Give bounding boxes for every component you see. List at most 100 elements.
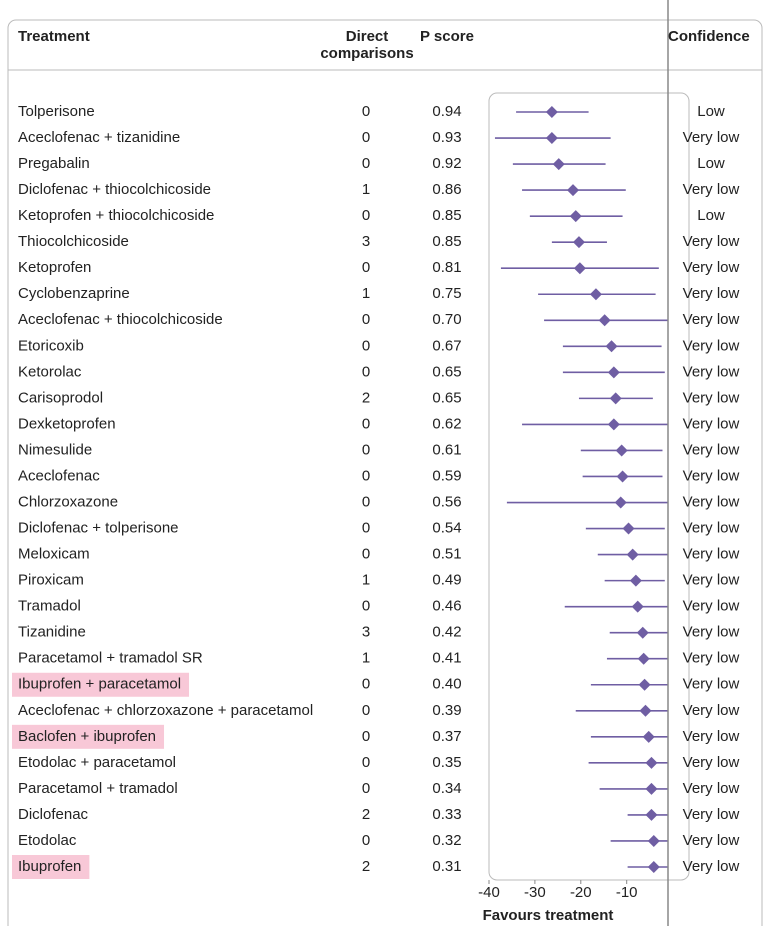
direct-comparisons: 0 bbox=[362, 337, 370, 354]
direct-comparisons: 0 bbox=[362, 546, 370, 563]
treatment-name: Chlorzoxazone bbox=[18, 493, 118, 510]
direct-comparisons: 0 bbox=[362, 598, 370, 615]
p-score: 0.85 bbox=[432, 207, 461, 224]
treatment-name: Carisoprodol bbox=[18, 389, 103, 406]
p-score: 0.85 bbox=[432, 233, 461, 250]
direct-comparisons: 1 bbox=[362, 572, 370, 589]
p-score: 0.65 bbox=[432, 363, 461, 380]
confidence: Very low bbox=[683, 546, 740, 563]
confidence: Very low bbox=[683, 806, 740, 823]
x-tick-label: -20 bbox=[570, 884, 592, 901]
estimate-diamond bbox=[626, 548, 639, 561]
estimate-diamond bbox=[622, 522, 635, 535]
estimate-diamond bbox=[614, 496, 627, 509]
treatment-name: Paracetamol + tramadol SR bbox=[18, 650, 203, 667]
direct-comparisons: 0 bbox=[362, 728, 370, 745]
confidence: Very low bbox=[683, 129, 740, 146]
confidence: Low bbox=[697, 155, 725, 172]
treatment-name: Etodolac + paracetamol bbox=[18, 754, 176, 771]
confidence: Very low bbox=[683, 181, 740, 198]
estimate-diamond bbox=[647, 834, 660, 847]
confidence: Very low bbox=[683, 493, 740, 510]
confidence: Very low bbox=[683, 389, 740, 406]
direct-comparisons: 0 bbox=[362, 207, 370, 224]
confidence: Very low bbox=[683, 832, 740, 849]
p-score: 0.59 bbox=[432, 467, 461, 484]
direct-comparisons: 0 bbox=[362, 155, 370, 172]
direct-comparisons: 1 bbox=[362, 181, 370, 198]
highlight bbox=[12, 724, 165, 749]
direct-comparisons: 0 bbox=[362, 676, 370, 693]
direct-comparisons: 0 bbox=[362, 832, 370, 849]
p-score: 0.54 bbox=[432, 520, 461, 537]
p-score: 0.31 bbox=[432, 858, 461, 875]
treatment-name: Nimesulide bbox=[18, 441, 92, 458]
estimate-diamond bbox=[609, 392, 622, 405]
direct-comparisons: 2 bbox=[362, 806, 370, 823]
p-score: 0.35 bbox=[432, 754, 461, 771]
estimate-diamond bbox=[607, 418, 620, 431]
confidence: Very low bbox=[683, 520, 740, 537]
estimate-diamond bbox=[615, 444, 628, 457]
direct-comparisons: 0 bbox=[362, 259, 370, 276]
p-score: 0.92 bbox=[432, 155, 461, 172]
highlight bbox=[12, 672, 190, 697]
direct-comparisons: 0 bbox=[362, 103, 370, 120]
p-score: 0.51 bbox=[432, 546, 461, 563]
treatment-name: Etoricoxib bbox=[18, 337, 84, 354]
estimate-diamond bbox=[569, 210, 582, 223]
treatment-name: Baclofen + ibuprofen bbox=[18, 728, 156, 745]
confidence: Very low bbox=[683, 598, 740, 615]
direct-comparisons: 0 bbox=[362, 467, 370, 484]
confidence: Very low bbox=[683, 467, 740, 484]
header-treatment: Treatment bbox=[18, 28, 90, 45]
confidence: Very low bbox=[683, 337, 740, 354]
confidence: Very low bbox=[683, 572, 740, 589]
treatment-name: Aceclofenac + tizanidine bbox=[18, 129, 180, 146]
treatment-name: Aceclofenac + thiocolchicoside bbox=[18, 311, 223, 328]
estimate-diamond bbox=[647, 861, 660, 873]
p-score: 0.75 bbox=[432, 285, 461, 302]
p-score: 0.65 bbox=[432, 389, 461, 406]
treatment-name: Meloxicam bbox=[18, 546, 90, 563]
p-score: 0.34 bbox=[432, 780, 461, 797]
estimate-diamond bbox=[631, 600, 644, 613]
estimate-diamond bbox=[645, 756, 658, 769]
estimate-diamond bbox=[638, 678, 651, 691]
highlight bbox=[12, 855, 90, 879]
x-tick-label: -30 bbox=[524, 884, 546, 901]
treatment-name: Ketoprofen + thiocolchicoside bbox=[18, 207, 214, 224]
x-tick-label: -40 bbox=[478, 884, 500, 901]
estimate-diamond bbox=[645, 808, 658, 821]
direct-comparisons: 0 bbox=[362, 520, 370, 537]
confidence: Very low bbox=[683, 650, 740, 667]
estimate-diamond bbox=[607, 366, 620, 379]
treatment-name: Piroxicam bbox=[18, 572, 84, 589]
treatment-name: Tolperisone bbox=[18, 103, 95, 120]
direct-comparisons: 1 bbox=[362, 285, 370, 302]
p-score: 0.32 bbox=[432, 832, 461, 849]
treatment-name: Ketoprofen bbox=[18, 259, 91, 276]
estimate-diamond bbox=[616, 470, 629, 483]
plot-box bbox=[488, 92, 690, 881]
estimate-diamond bbox=[566, 184, 579, 197]
treatment-name: Cyclobenzaprine bbox=[18, 285, 130, 302]
p-score: 0.94 bbox=[432, 103, 461, 120]
treatment-name: Tizanidine bbox=[18, 624, 86, 641]
estimate-diamond bbox=[637, 652, 650, 665]
confidence: Very low bbox=[683, 780, 740, 797]
treatment-name: Tramadol bbox=[18, 598, 81, 615]
treatment-name: Dexketoprofen bbox=[18, 415, 116, 432]
p-score: 0.49 bbox=[432, 572, 461, 589]
header-direct: Direct comparisons bbox=[320, 28, 414, 62]
p-score: 0.39 bbox=[432, 702, 461, 719]
direct-comparisons: 1 bbox=[362, 650, 370, 667]
treatment-name: Diclofenac + thiocolchicoside bbox=[18, 181, 211, 198]
x-tick-label: -10 bbox=[616, 884, 638, 901]
estimate-diamond bbox=[589, 288, 602, 301]
confidence: Very low bbox=[683, 858, 740, 875]
confidence: Very low bbox=[683, 441, 740, 458]
p-score: 0.33 bbox=[432, 806, 461, 823]
